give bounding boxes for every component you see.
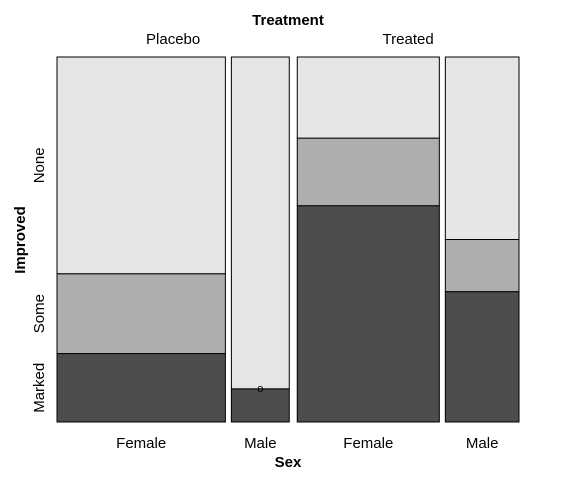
tile-placebo-female-some [56,273,226,355]
tile-treated-male-none [444,56,520,240]
x-tick-treated-male: Male [466,435,499,452]
x-variable-label: Sex [275,454,302,471]
mosaic-tiles [56,56,520,423]
x-tick-placebo-female: Female [116,435,166,452]
y-variable-label: Improved [12,206,29,274]
tile-placebo-male-none [230,56,290,390]
tile-treated-male-some [444,239,520,293]
zero-cell-markers: o [257,383,263,395]
column-label-treated: Treated [383,31,434,48]
column-label-placebo: Placebo [146,31,200,48]
sex-level-labels: Female Male Female Male [116,435,498,452]
tile-treated-female-marked [296,205,440,423]
tile-placebo-female-none [56,56,226,275]
column-variable-label: Treatment [252,12,324,29]
improved-level-labels: Marked Some None [31,147,48,412]
tile-treated-female-some [296,137,440,207]
tile-treated-male-marked [444,291,520,423]
tile-placebo-female-marked [56,353,226,423]
y-tick-none: None [31,147,48,183]
zero-marker-placebo-male-some: o [257,383,263,395]
y-tick-marked: Marked [31,363,48,413]
tile-placebo-male-marked [230,388,290,423]
tile-treated-female-none [296,56,440,139]
treatment-level-labels: Placebo Treated [146,31,434,48]
x-tick-placebo-male: Male [244,435,277,452]
y-tick-some: Some [31,294,48,333]
x-tick-treated-female: Female [343,435,393,452]
